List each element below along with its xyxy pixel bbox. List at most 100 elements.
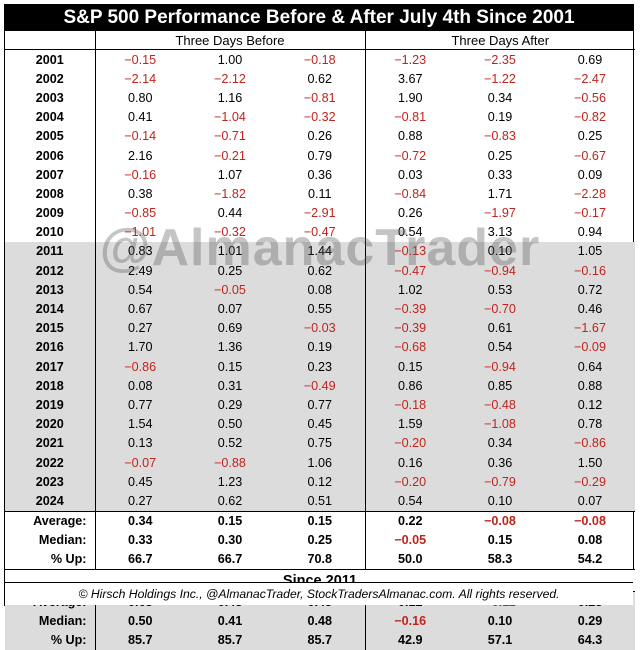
value-cell: 0.03: [364, 165, 455, 185]
value-cell: 0.13: [94, 433, 185, 453]
value-cell: −0.86: [94, 357, 185, 377]
value-cell: −0.09: [545, 337, 636, 357]
value-cell: −0.17: [574, 206, 606, 221]
value-cell: 0.16: [364, 452, 455, 473]
row-label: 2016: [5, 337, 95, 357]
value-cell: 1.05: [545, 241, 636, 262]
value-cell: −0.32: [303, 110, 336, 125]
value-cell: 0.45: [94, 472, 185, 492]
value-cell: 1.16: [217, 90, 243, 105]
year-row: 2003 0.80 1.16 −0.81 1.90 0.34 −0.56: [5, 88, 635, 108]
value-cell: 0.15: [275, 510, 365, 531]
row-label: 2008: [35, 186, 64, 201]
value-cell: 0.08: [94, 376, 185, 396]
value-cell: 0.54: [455, 337, 545, 357]
row-label: 2004: [35, 110, 64, 125]
value-cell: 0.08: [275, 280, 365, 300]
year-row: 2010 −1.01 −0.32 −0.47 0.54 3.13 0.94: [5, 222, 635, 242]
value-cell: 0.46: [545, 299, 636, 319]
value-cell: −0.68: [364, 337, 455, 357]
year-row: 2021 0.13 0.52 0.75 −0.20 0.34 −0.86: [5, 433, 636, 453]
value-cell: −2.14: [94, 69, 185, 89]
year-row: 2008 0.38 −1.82 0.11 −0.84 1.71 −2.28: [5, 184, 635, 204]
value-cell: 1.59: [364, 414, 455, 434]
value-cell: 0.15: [364, 357, 455, 377]
year-row: 2005 −0.14 −0.71 0.26 0.88 −0.83 0.25: [5, 126, 635, 146]
year-row: 2004 0.41 −1.04 −0.32 −0.81 0.19 −0.82: [5, 107, 635, 127]
value-cell: −0.70: [455, 299, 545, 319]
value-cell: 0.34: [487, 90, 513, 105]
value-cell: −0.71: [214, 129, 246, 144]
value-cell: 0.15: [185, 357, 275, 377]
value-cell: 0.85: [455, 376, 545, 396]
value-cell: −2.28: [574, 186, 606, 201]
header-three-days-before: Three Days Before: [94, 31, 365, 50]
row-label: % Up:: [5, 630, 95, 650]
year-row: 2019 0.77 0.29 0.77 −0.18 −0.48 0.12: [5, 395, 636, 415]
value-cell: 0.53: [455, 280, 545, 300]
value-cell: −0.39: [364, 299, 455, 319]
value-cell: 3.67: [364, 69, 455, 89]
summary-row: % Up: 66.7 66.7 70.8 50.0 58.3 54.2: [5, 549, 635, 570]
value-cell: 0.07: [185, 299, 275, 319]
value-cell: −0.85: [94, 203, 185, 223]
row-label: 2024: [5, 491, 95, 511]
value-cell: 85.7: [94, 630, 185, 650]
value-cell: 0.72: [545, 280, 636, 300]
value-cell: 0.80: [94, 88, 185, 108]
row-label: Median:: [5, 611, 95, 631]
copyright-footer: © Hirsch Holdings Inc., @AlmanacTrader, …: [5, 582, 633, 605]
value-cell: 0.31: [185, 376, 275, 396]
value-cell: 0.54: [364, 222, 455, 242]
summary-row: Average: 0.34 0.15 0.15 0.22 −0.08 −0.08: [5, 510, 636, 531]
row-label: 2022: [5, 452, 95, 473]
value-cell: −1.08: [455, 414, 545, 434]
value-cell: 0.45: [275, 414, 365, 434]
value-cell: 0.30: [217, 533, 243, 548]
value-cell: 85.7: [275, 630, 365, 650]
value-cell: −0.47: [364, 261, 455, 281]
value-cell: −0.47: [303, 225, 336, 240]
year-row: 2006 2.16 −0.21 0.79 −0.72 0.25 −0.67: [5, 145, 635, 166]
value-cell: −0.16: [364, 611, 455, 631]
value-cell: 0.19: [275, 337, 365, 357]
value-cell: 42.9: [364, 630, 455, 650]
row-label: 2011: [5, 241, 95, 262]
value-cell: −0.67: [574, 148, 606, 163]
value-cell: 64.3: [545, 630, 636, 650]
value-cell: 0.29: [545, 611, 636, 631]
row-label: 2010: [35, 225, 64, 240]
row-label: 2019: [5, 395, 95, 415]
summary-row: Median: 0.33 0.30 0.25 −0.05 0.15 0.08: [5, 530, 635, 550]
value-cell: 0.88: [364, 126, 455, 146]
value-cell: 0.41: [94, 107, 185, 127]
value-cell: −0.16: [545, 261, 636, 281]
value-cell: 57.1: [455, 630, 545, 650]
summary-since-row: % Up: 85.7 85.7 85.7 42.9 57.1 64.3: [5, 630, 636, 650]
value-cell: −0.32: [214, 225, 246, 240]
row-label: 2023: [5, 472, 95, 492]
value-cell: 0.34: [455, 433, 545, 453]
value-cell: 0.54: [364, 491, 455, 511]
header-three-days-after: Three Days After: [364, 31, 636, 50]
value-cell: 0.36: [455, 452, 545, 473]
row-label: 2003: [35, 90, 64, 105]
value-cell: 0.54: [94, 280, 185, 300]
value-cell: −0.20: [364, 433, 455, 453]
value-cell: −0.15: [94, 49, 185, 70]
value-cell: −0.08: [455, 510, 545, 531]
year-row: 2023 0.45 1.23 0.12 −0.20 −0.79 −0.29: [5, 472, 636, 492]
value-cell: 0.23: [275, 357, 365, 377]
value-cell: 70.8: [307, 552, 332, 567]
value-cell: 2.49: [94, 261, 185, 281]
row-label: Median:: [38, 533, 87, 548]
value-cell: 1.06: [275, 452, 365, 473]
value-cell: −0.29: [545, 472, 636, 492]
year-row: 2011 0.83 1.01 1.44 −0.13 0.10 1.05: [5, 241, 636, 262]
row-label: 2005: [35, 129, 64, 144]
value-cell: 0.33: [94, 530, 185, 550]
value-cell: 0.78: [545, 414, 636, 434]
value-cell: −0.16: [94, 165, 185, 185]
year-row: 2014 0.67 0.07 0.55 −0.39 −0.70 0.46: [5, 299, 636, 319]
year-row: 2012 2.49 0.25 0.62 −0.47 −0.94 −0.16: [5, 261, 636, 281]
